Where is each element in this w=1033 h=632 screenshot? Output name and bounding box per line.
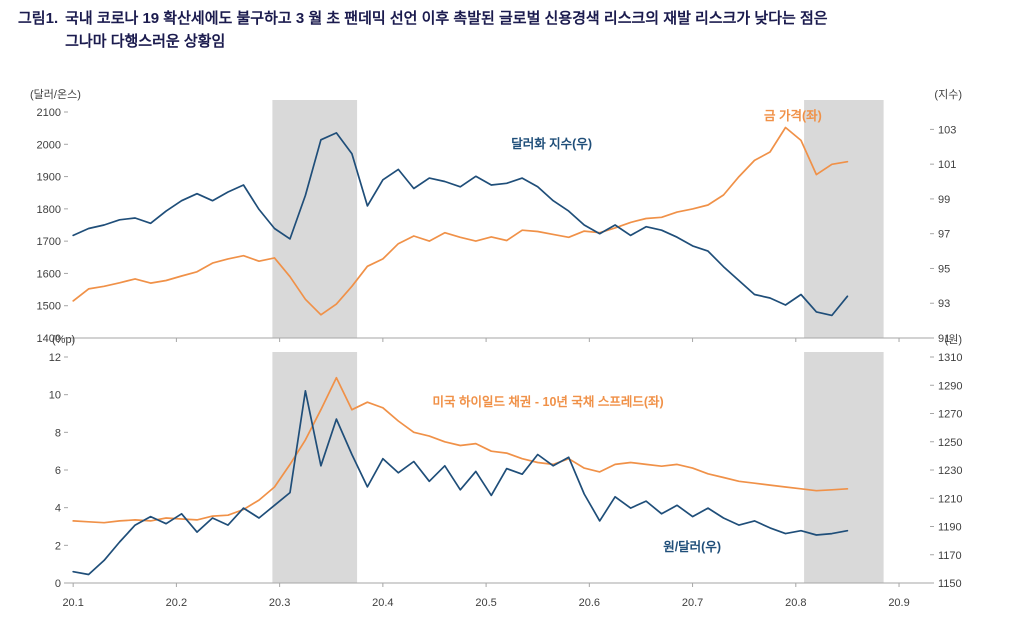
y-right-tick-label: 1290 <box>938 380 962 392</box>
y-left-tick-label: 1400 <box>37 333 61 345</box>
x-axis-ticks <box>72 338 900 342</box>
y-right-tick-label: 103 <box>938 124 956 136</box>
highlight-band <box>272 352 358 583</box>
figure-title-line2: 그나마 다행스러운 상황임 <box>65 32 226 50</box>
x-tick-label: 20.8 <box>785 597 806 609</box>
y-left-tick-label: 2100 <box>37 107 61 119</box>
gold-price-line <box>72 126 849 316</box>
y-left-tick-label: 2 <box>55 540 61 552</box>
y-left-tick-label: 1700 <box>37 236 61 248</box>
usd-krw-series-label: 원/달러(우) <box>663 539 721 554</box>
highlight-band <box>804 352 884 583</box>
unit-right-label: (지수) <box>934 88 962 101</box>
spread-krw-chart: 20.1 20.2 20.3 20.4 20.5 20.6 20.7 20.8 20.91210… <box>49 333 963 609</box>
x-tick-label: 20.2 <box>166 597 187 609</box>
y-axis-right: 103 101 99 97 95 93 91 <box>930 124 956 345</box>
unit-left-label: (%p) <box>52 334 75 346</box>
gold-dollar-chart: 2100 2000 1900 1800 1700 1600 1500 1400 103 101 99… <box>30 88 962 345</box>
hy-spread-line <box>72 376 849 524</box>
y-right-tick-label: 91 <box>938 333 950 345</box>
y-right-tick-label: 101 <box>938 159 956 171</box>
y-left-tick-label: 10 <box>49 390 61 402</box>
y-axis-left: 12 10 8 6 4 2 0 <box>49 352 68 590</box>
x-tick-label: 20.4 <box>372 597 393 609</box>
charts-area: 2100 2000 1900 1800 1700 1600 1500 1400 103 101 99… <box>0 78 1033 632</box>
y-right-tick-label: 1230 <box>938 465 962 477</box>
y-left-tick-label: 1800 <box>37 204 61 216</box>
y-left-tick-label: 6 <box>55 465 61 477</box>
unit-right-label: (원) <box>945 333 962 346</box>
y-right-tick-label: 99 <box>938 194 950 206</box>
y-right-tick-label: 1190 <box>938 522 962 534</box>
x-tick-label: 20.7 <box>682 597 703 609</box>
hy-spread-series-label: 미국 하이일드 채권 - 10년 국채 스프레드(좌) <box>432 394 663 409</box>
x-tick-label: 20.5 <box>475 597 496 609</box>
y-right-tick-label: 93 <box>938 298 950 310</box>
figure-charts-svg: 2100200019001800170016001500140010310199… <box>30 88 963 609</box>
figure-title: 그림1. 국내 코로나 19 확산세에도 불구하고 3 월 초 팬데믹 선언 이… <box>18 8 1019 53</box>
y-right-tick-label: 1270 <box>938 409 962 421</box>
highlight-band <box>272 100 358 338</box>
y-left-tick-label: 1600 <box>37 268 61 280</box>
y-left-tick-label: 2000 <box>37 139 61 151</box>
x-axis-ticks: 20.1 20.2 20.3 20.4 20.5 20.6 20.7 20.8 20.9 <box>62 583 910 609</box>
unit-left-label: (달러/온스) <box>30 88 81 101</box>
x-tick-label: 20.9 <box>888 597 909 609</box>
dollar-index-series-label: 달러화 지수(우) <box>511 136 592 151</box>
figure-title-text: 국내 코로나 19 확산세에도 불구하고 3 월 초 팬데믹 선언 이후 촉발된… <box>65 8 827 53</box>
y-right-tick-label: 1150 <box>938 578 962 590</box>
y-left-tick-label: 8 <box>55 427 61 439</box>
x-tick-label: 20.6 <box>579 597 600 609</box>
y-left-tick-label: 0 <box>55 578 61 590</box>
usd-krw-line <box>72 390 849 576</box>
x-tick-label: 20.1 <box>62 597 83 609</box>
dollar-index-line <box>72 132 849 317</box>
y-left-tick-label: 1500 <box>37 301 61 313</box>
y-right-tick-label: 95 <box>938 263 950 275</box>
gold-price-series-label: 금 가격(좌) <box>764 108 822 123</box>
y-right-tick-label: 1170 <box>938 550 962 562</box>
figure-title-line1: 국내 코로나 19 확산세에도 불구하고 3 월 초 팬데믹 선언 이후 촉발된… <box>65 10 828 27</box>
y-left-tick-label: 12 <box>49 352 61 364</box>
y-left-tick-label: 1900 <box>37 172 61 184</box>
y-axis-right: 1310 1290 1270 1250 1230 1210 1190 1170 1150 <box>930 352 962 590</box>
y-right-tick-label: 1210 <box>938 493 962 505</box>
x-tick-label: 20.3 <box>269 597 290 609</box>
y-left-tick-label: 4 <box>55 503 61 515</box>
y-right-tick-label: 1250 <box>938 437 962 449</box>
y-right-tick-label: 97 <box>938 229 950 241</box>
figure-number: 그림1. <box>18 10 59 27</box>
y-axis-left: 2100 2000 1900 1800 1700 1600 1500 1400 <box>37 107 68 345</box>
y-right-tick-label: 1310 <box>938 352 962 364</box>
highlight-band <box>804 100 884 338</box>
